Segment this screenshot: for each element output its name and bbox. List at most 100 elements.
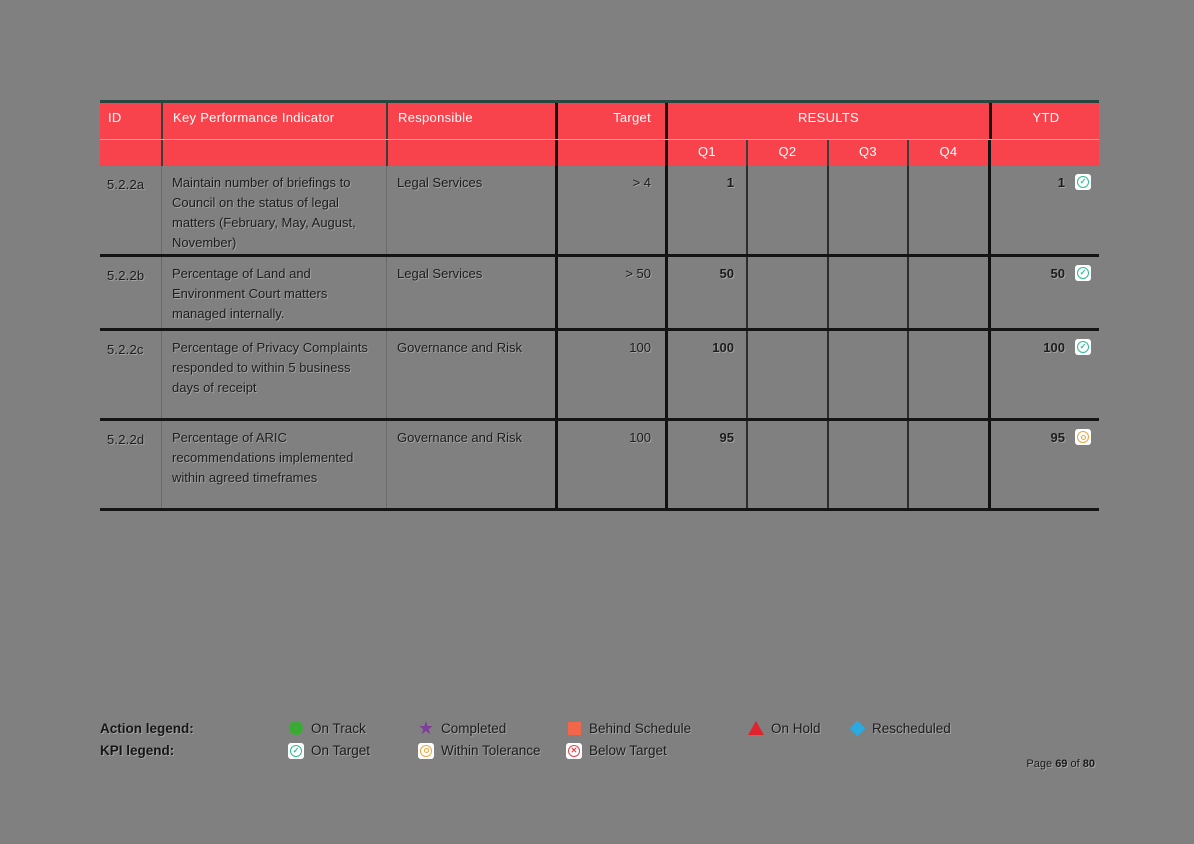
kpi-description-cell: Percentage of ARIC recommendations imple…: [161, 421, 386, 508]
ytd-value: 100: [1043, 340, 1065, 355]
legend-item-label: Behind Schedule: [589, 720, 692, 736]
ytd-cell: 100 ✓: [988, 331, 1099, 418]
legend-item-below-target: ✕ Below Target: [565, 742, 747, 759]
q1-value-cell: 100: [665, 331, 746, 418]
page-current: 69: [1055, 758, 1068, 770]
q4-value-cell: [907, 421, 988, 508]
legend-item-label: Completed: [441, 720, 507, 736]
header-responsible: Responsible: [386, 103, 555, 139]
kpi-id-cell: 5.2.2a: [107, 177, 145, 192]
target-cell: 100: [555, 421, 665, 508]
legend-item-rescheduled: Rescheduled: [848, 720, 1099, 736]
legend-item-label: On Hold: [771, 720, 821, 736]
q2-value-cell: [746, 331, 827, 418]
q3-value-cell: [827, 421, 907, 508]
ytd-value: 1: [1057, 175, 1065, 190]
kpi-table: ID Key Performance Indicator Responsible…: [100, 100, 1099, 511]
legend-item-label: Within Tolerance: [441, 742, 541, 758]
q4-value-cell: [907, 257, 988, 328]
legend-item-label: Rescheduled: [872, 720, 951, 736]
target-cell: > 4: [555, 166, 665, 254]
header-results: RESULTS: [665, 103, 989, 139]
within-tolerance-icon: [417, 742, 435, 759]
header-spacer-target: [555, 140, 665, 166]
q1-value-cell: 1: [665, 166, 746, 254]
q4-value-cell: [907, 331, 988, 418]
below-target-icon: ✕: [566, 742, 582, 759]
action-legend-label: Action legend:: [100, 720, 194, 736]
rescheduled-icon: [848, 720, 866, 736]
table-row: 5.2.2d Percentage of ARIC recommendation…: [100, 421, 1099, 511]
table-row: 5.2.2b Percentage of Land and Environmen…: [100, 257, 1099, 331]
ytd-cell: 95: [988, 421, 1099, 508]
on-hold-icon: [747, 721, 765, 735]
on-track-icon: [287, 721, 305, 735]
header-ytd: YTD: [989, 103, 1100, 139]
kpi-description-cell: Percentage of Privacy Complaints respond…: [161, 331, 386, 418]
on-target-icon: ✓: [1075, 265, 1091, 281]
header-kpi: Key Performance Indicator: [161, 103, 386, 139]
header-id: ID: [108, 110, 122, 125]
legend-item-label: Below Target: [589, 742, 667, 758]
kpi-legend-row: KPI legend: ✓ On Target Within Tolerance ✕ B…: [100, 739, 1099, 761]
q1-value-cell: 95: [665, 421, 746, 508]
q3-value-cell: [827, 257, 907, 328]
q4-value-cell: [907, 166, 988, 254]
within-tolerance-icon: [418, 742, 434, 759]
legend-item-on-track: On Track: [287, 721, 417, 736]
header-spacer-kpi: [161, 140, 386, 166]
legend-block: Action legend: On Track ★ Completed Behind …: [100, 717, 1099, 761]
page-number: Page 69 of 80: [1026, 758, 1095, 770]
header-q1: Q1: [665, 140, 746, 166]
header-q3: Q3: [827, 140, 907, 166]
legend-item-within-tolerance: Within Tolerance: [417, 742, 565, 759]
within-tolerance-icon: [1075, 429, 1091, 445]
kpi-table-body: 5.2.2a Maintain number of briefings to C…: [100, 166, 1099, 511]
legend-item-label: On Track: [311, 720, 366, 736]
on-target-icon: ✓: [1075, 339, 1091, 355]
kpi-id-cell: 5.2.2d: [107, 432, 145, 447]
q3-value-cell: [827, 331, 907, 418]
action-legend-row: Action legend: On Track ★ Completed Behind …: [100, 717, 1099, 739]
legend-item-on-target: ✓ On Target: [287, 742, 417, 759]
legend-item-completed: ★ Completed: [417, 719, 565, 737]
on-target-icon: ✓: [287, 742, 305, 759]
target-cell: > 50: [555, 257, 665, 328]
table-header-row-1: ID Key Performance Indicator Responsible…: [100, 103, 1099, 140]
q2-value-cell: [746, 166, 827, 254]
on-target-icon: ✓: [288, 742, 304, 759]
responsible-cell: Legal Services: [386, 166, 555, 254]
kpi-id-cell: 5.2.2b: [107, 268, 145, 283]
header-target: Target: [555, 103, 665, 139]
responsible-cell: Governance and Risk: [386, 421, 555, 508]
q2-value-cell: [746, 421, 827, 508]
ytd-cell: 50 ✓: [988, 257, 1099, 328]
table-row: 5.2.2c Percentage of Privacy Complaints …: [100, 331, 1099, 421]
responsible-cell: Legal Services: [386, 257, 555, 328]
header-spacer-id: [100, 140, 161, 166]
header-spacer-ytd: [988, 140, 1099, 166]
legend-item-behind-schedule: Behind Schedule: [565, 721, 747, 736]
ytd-value: 95: [1050, 430, 1065, 445]
header-spacer-responsible: [386, 140, 555, 166]
kpi-id-cell: 5.2.2c: [107, 342, 144, 357]
q3-value-cell: [827, 166, 907, 254]
header-q4: Q4: [907, 140, 988, 166]
ytd-cell: 1 ✓: [988, 166, 1099, 254]
below-target-icon: ✕: [565, 742, 583, 759]
header-q2: Q2: [746, 140, 827, 166]
legend-item-label: On Target: [311, 742, 371, 758]
target-cell: 100: [555, 331, 665, 418]
table-row: 5.2.2a Maintain number of briefings to C…: [100, 166, 1099, 257]
kpi-legend-label: KPI legend:: [100, 742, 175, 758]
q1-value-cell: 50: [665, 257, 746, 328]
table-header-row-2: Q1 Q2 Q3 Q4: [100, 140, 1099, 166]
page-total: 80: [1082, 758, 1095, 770]
responsible-cell: Governance and Risk: [386, 331, 555, 418]
page-of-label: of: [1070, 758, 1080, 770]
kpi-description-cell: Percentage of Land and Environment Court…: [161, 257, 386, 328]
q2-value-cell: [746, 257, 827, 328]
completed-icon: ★: [417, 718, 435, 738]
ytd-value: 50: [1050, 266, 1065, 281]
